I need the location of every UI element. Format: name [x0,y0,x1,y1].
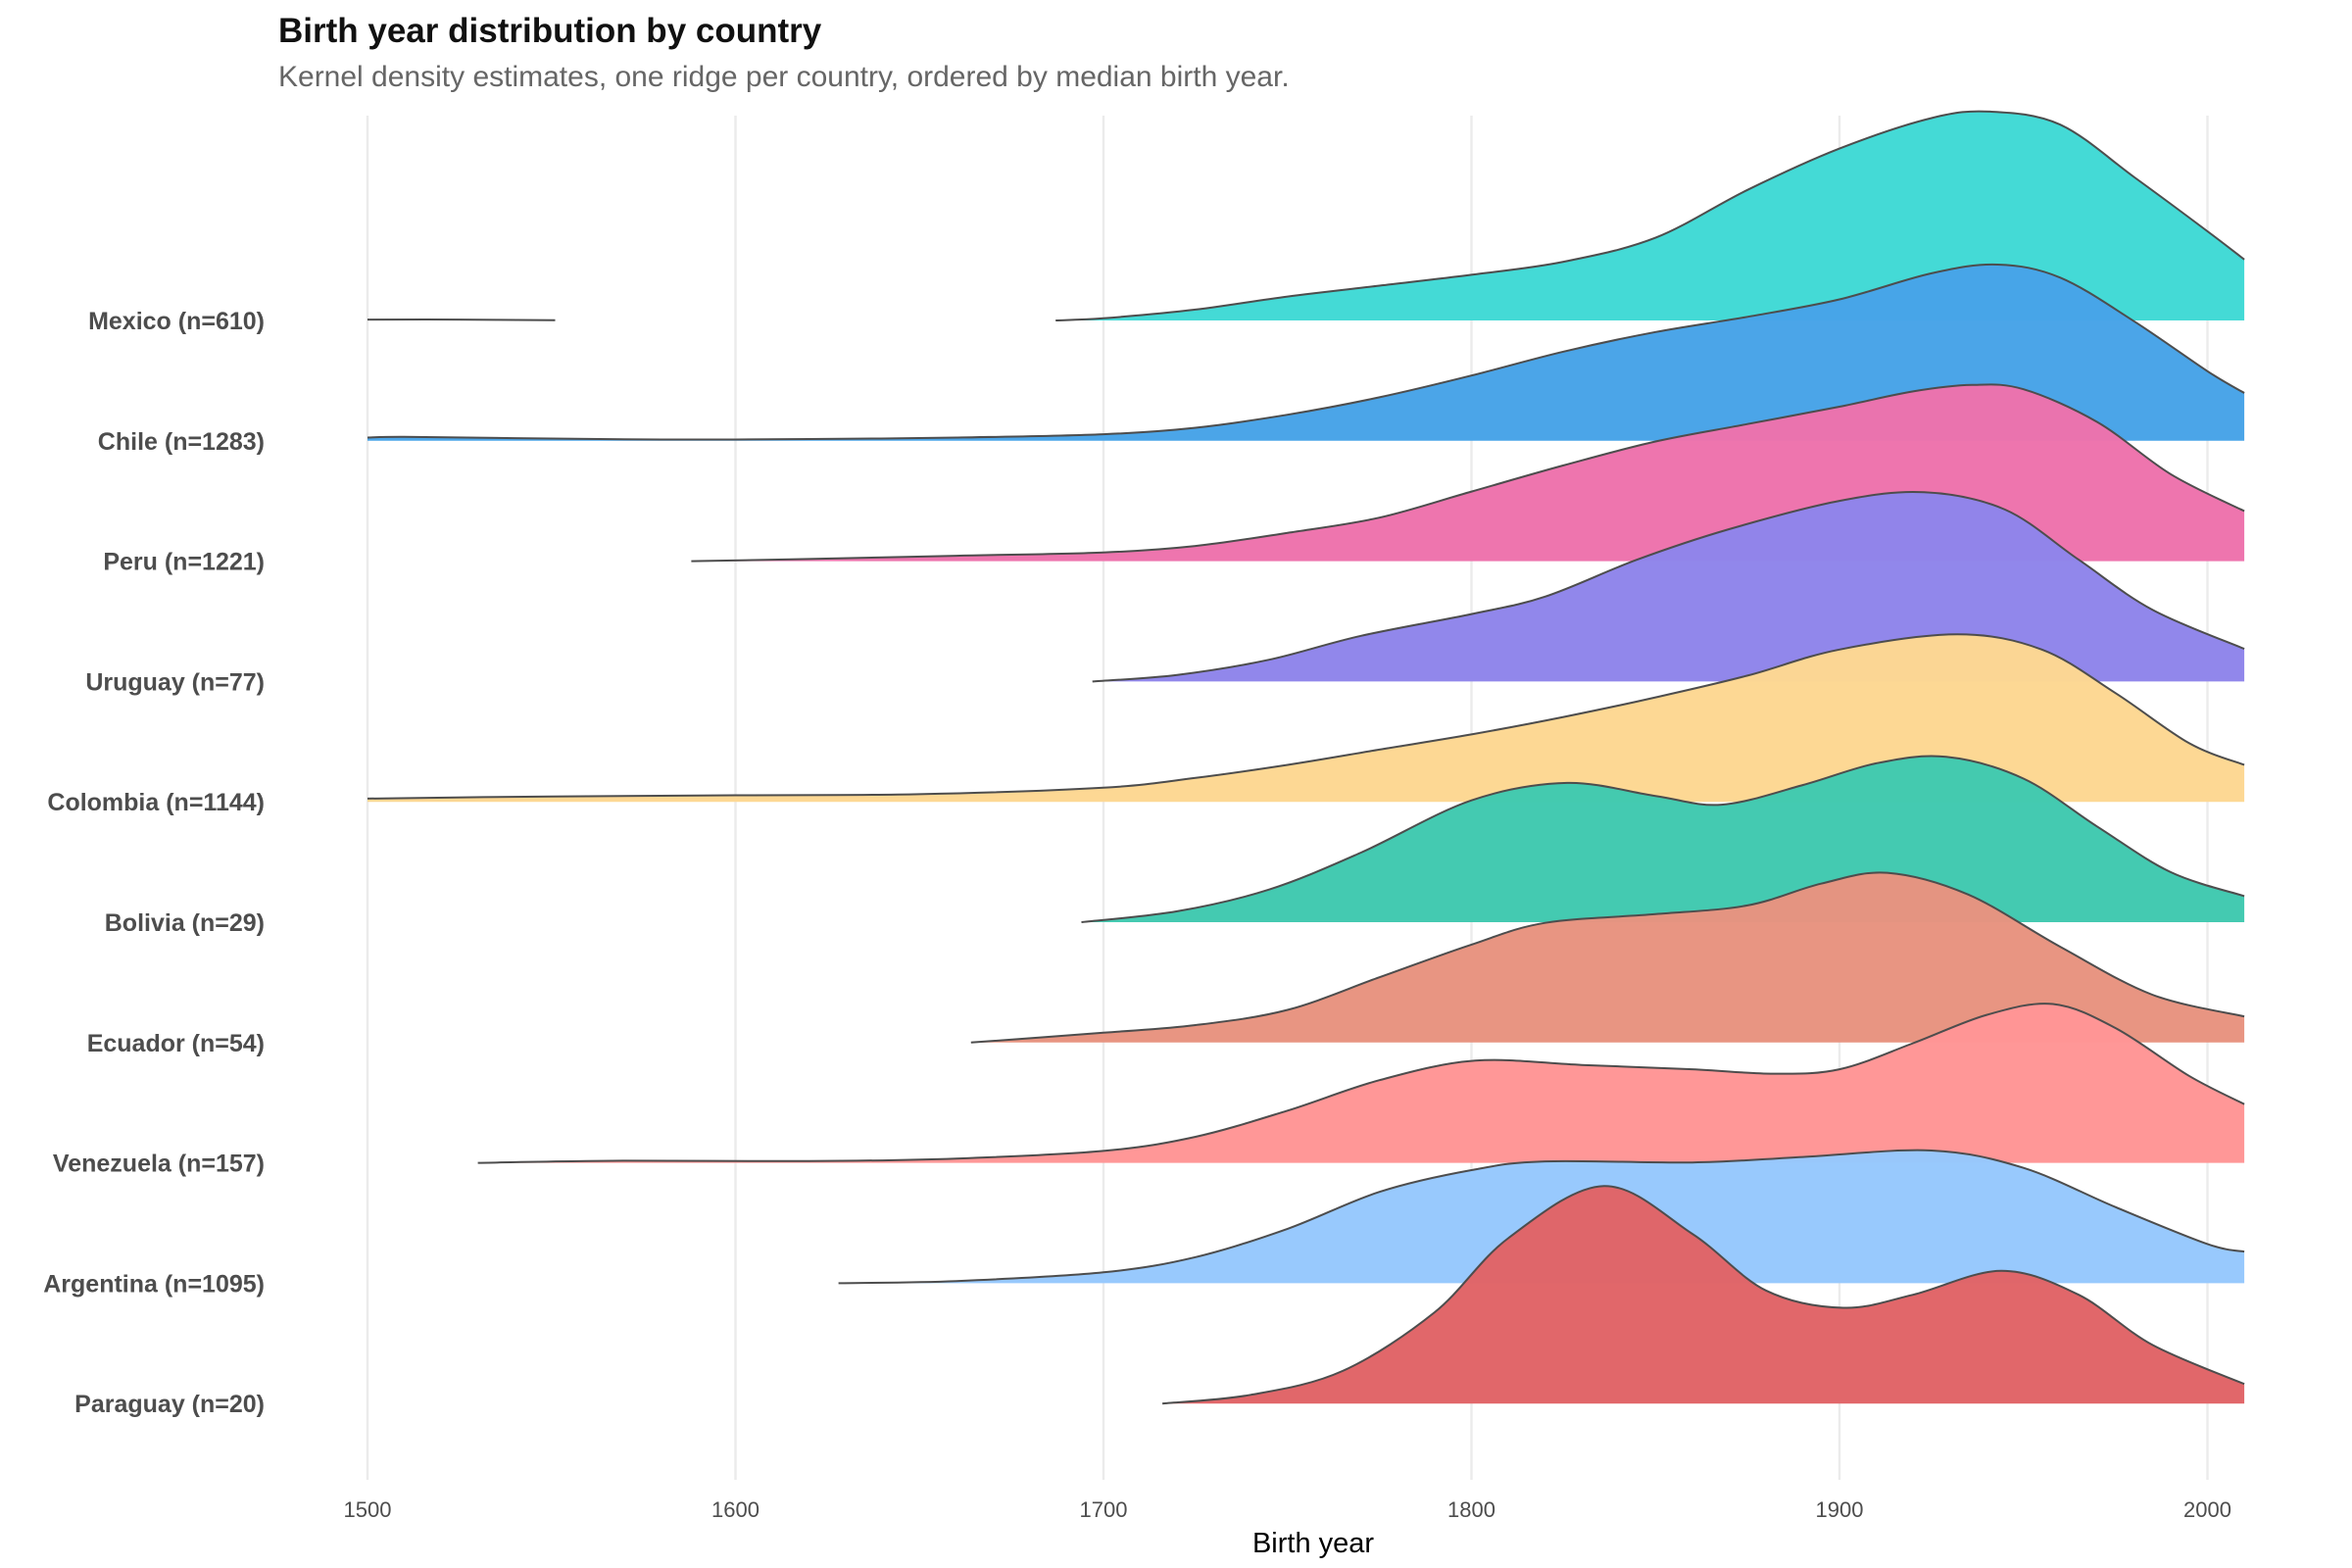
y-label-argentina: Argentina (n=1095) [43,1270,265,1298]
y-label-ecuador: Ecuador (n=54) [87,1030,265,1057]
x-tick-label-1600: 1600 [711,1497,760,1522]
ridge-venezuela [477,1003,2245,1164]
ridge-outline-ecuador [970,871,2245,1044]
ridge-fill-ecuador [970,872,2245,1043]
x-axis-ticks: 1500 1600 1700 1800 1900 2000 [344,1497,2231,1522]
y-label-paraguay: Paraguay (n=20) [74,1391,265,1418]
ridge-outline-mexico [367,318,556,321]
ridge-outline-argentina [838,1149,2245,1285]
y-label-uruguay: Uruguay (n=77) [85,668,265,696]
ridge-outline-bolivia [1081,755,2245,923]
ridge-fill-venezuela [477,1004,2245,1163]
ridge-outline-chile [367,263,2245,441]
x-tick-label-2000: 2000 [2183,1497,2231,1522]
ridge-ecuador [970,871,2245,1044]
ridge-outline-paraguay [1162,1185,2245,1405]
x-tick-label-1500: 1500 [344,1497,392,1522]
x-tick-label-1700: 1700 [1080,1497,1128,1522]
ridge-fill-mexico-1 [1055,111,2245,320]
ridge-outline-venezuela [477,1003,2245,1164]
y-label-peru: Peru (n=1221) [103,549,265,576]
ridge-fill-bolivia [1081,756,2245,922]
y-label-bolivia: Bolivia (n=29) [105,909,265,937]
x-tick-label-1800: 1800 [1447,1497,1495,1522]
ridge-fill-colombia [368,634,2245,803]
ridge-outline-peru [691,383,2245,563]
ridge-outline-colombia [367,633,2245,800]
ridge-fill-paraguay [1162,1186,2245,1404]
y-axis-labels: Mexico (n=610) Chile (n=1283) Peru (n=1221… [43,308,265,1418]
x-tick-label-1900: 1900 [1816,1497,1864,1522]
ridge-bolivia [1081,755,2245,923]
ridge-outline-mexico-1 [1055,110,2245,321]
ridge-paraguay [1162,1185,2245,1405]
ridge-colombia [367,633,2245,803]
chart-title: Birth year distribution by country [278,12,822,50]
y-label-venezuela: Venezuela (n=157) [53,1151,265,1178]
ridge-chile [367,263,2245,441]
y-label-chile: Chile (n=1283) [98,428,265,456]
ridge-fill-chile [368,264,2245,441]
x-axis-label: Birth year [1252,1528,1374,1559]
chart-subtitle: Kernel density estimates, one ridge per … [278,61,1290,93]
ridge-mexico [367,110,2245,321]
y-label-colombia: Colombia (n=1144) [47,789,265,816]
ridges [367,110,2245,1405]
ridge-outline-uruguay [1092,491,2245,683]
y-label-mexico: Mexico (n=610) [88,308,265,335]
